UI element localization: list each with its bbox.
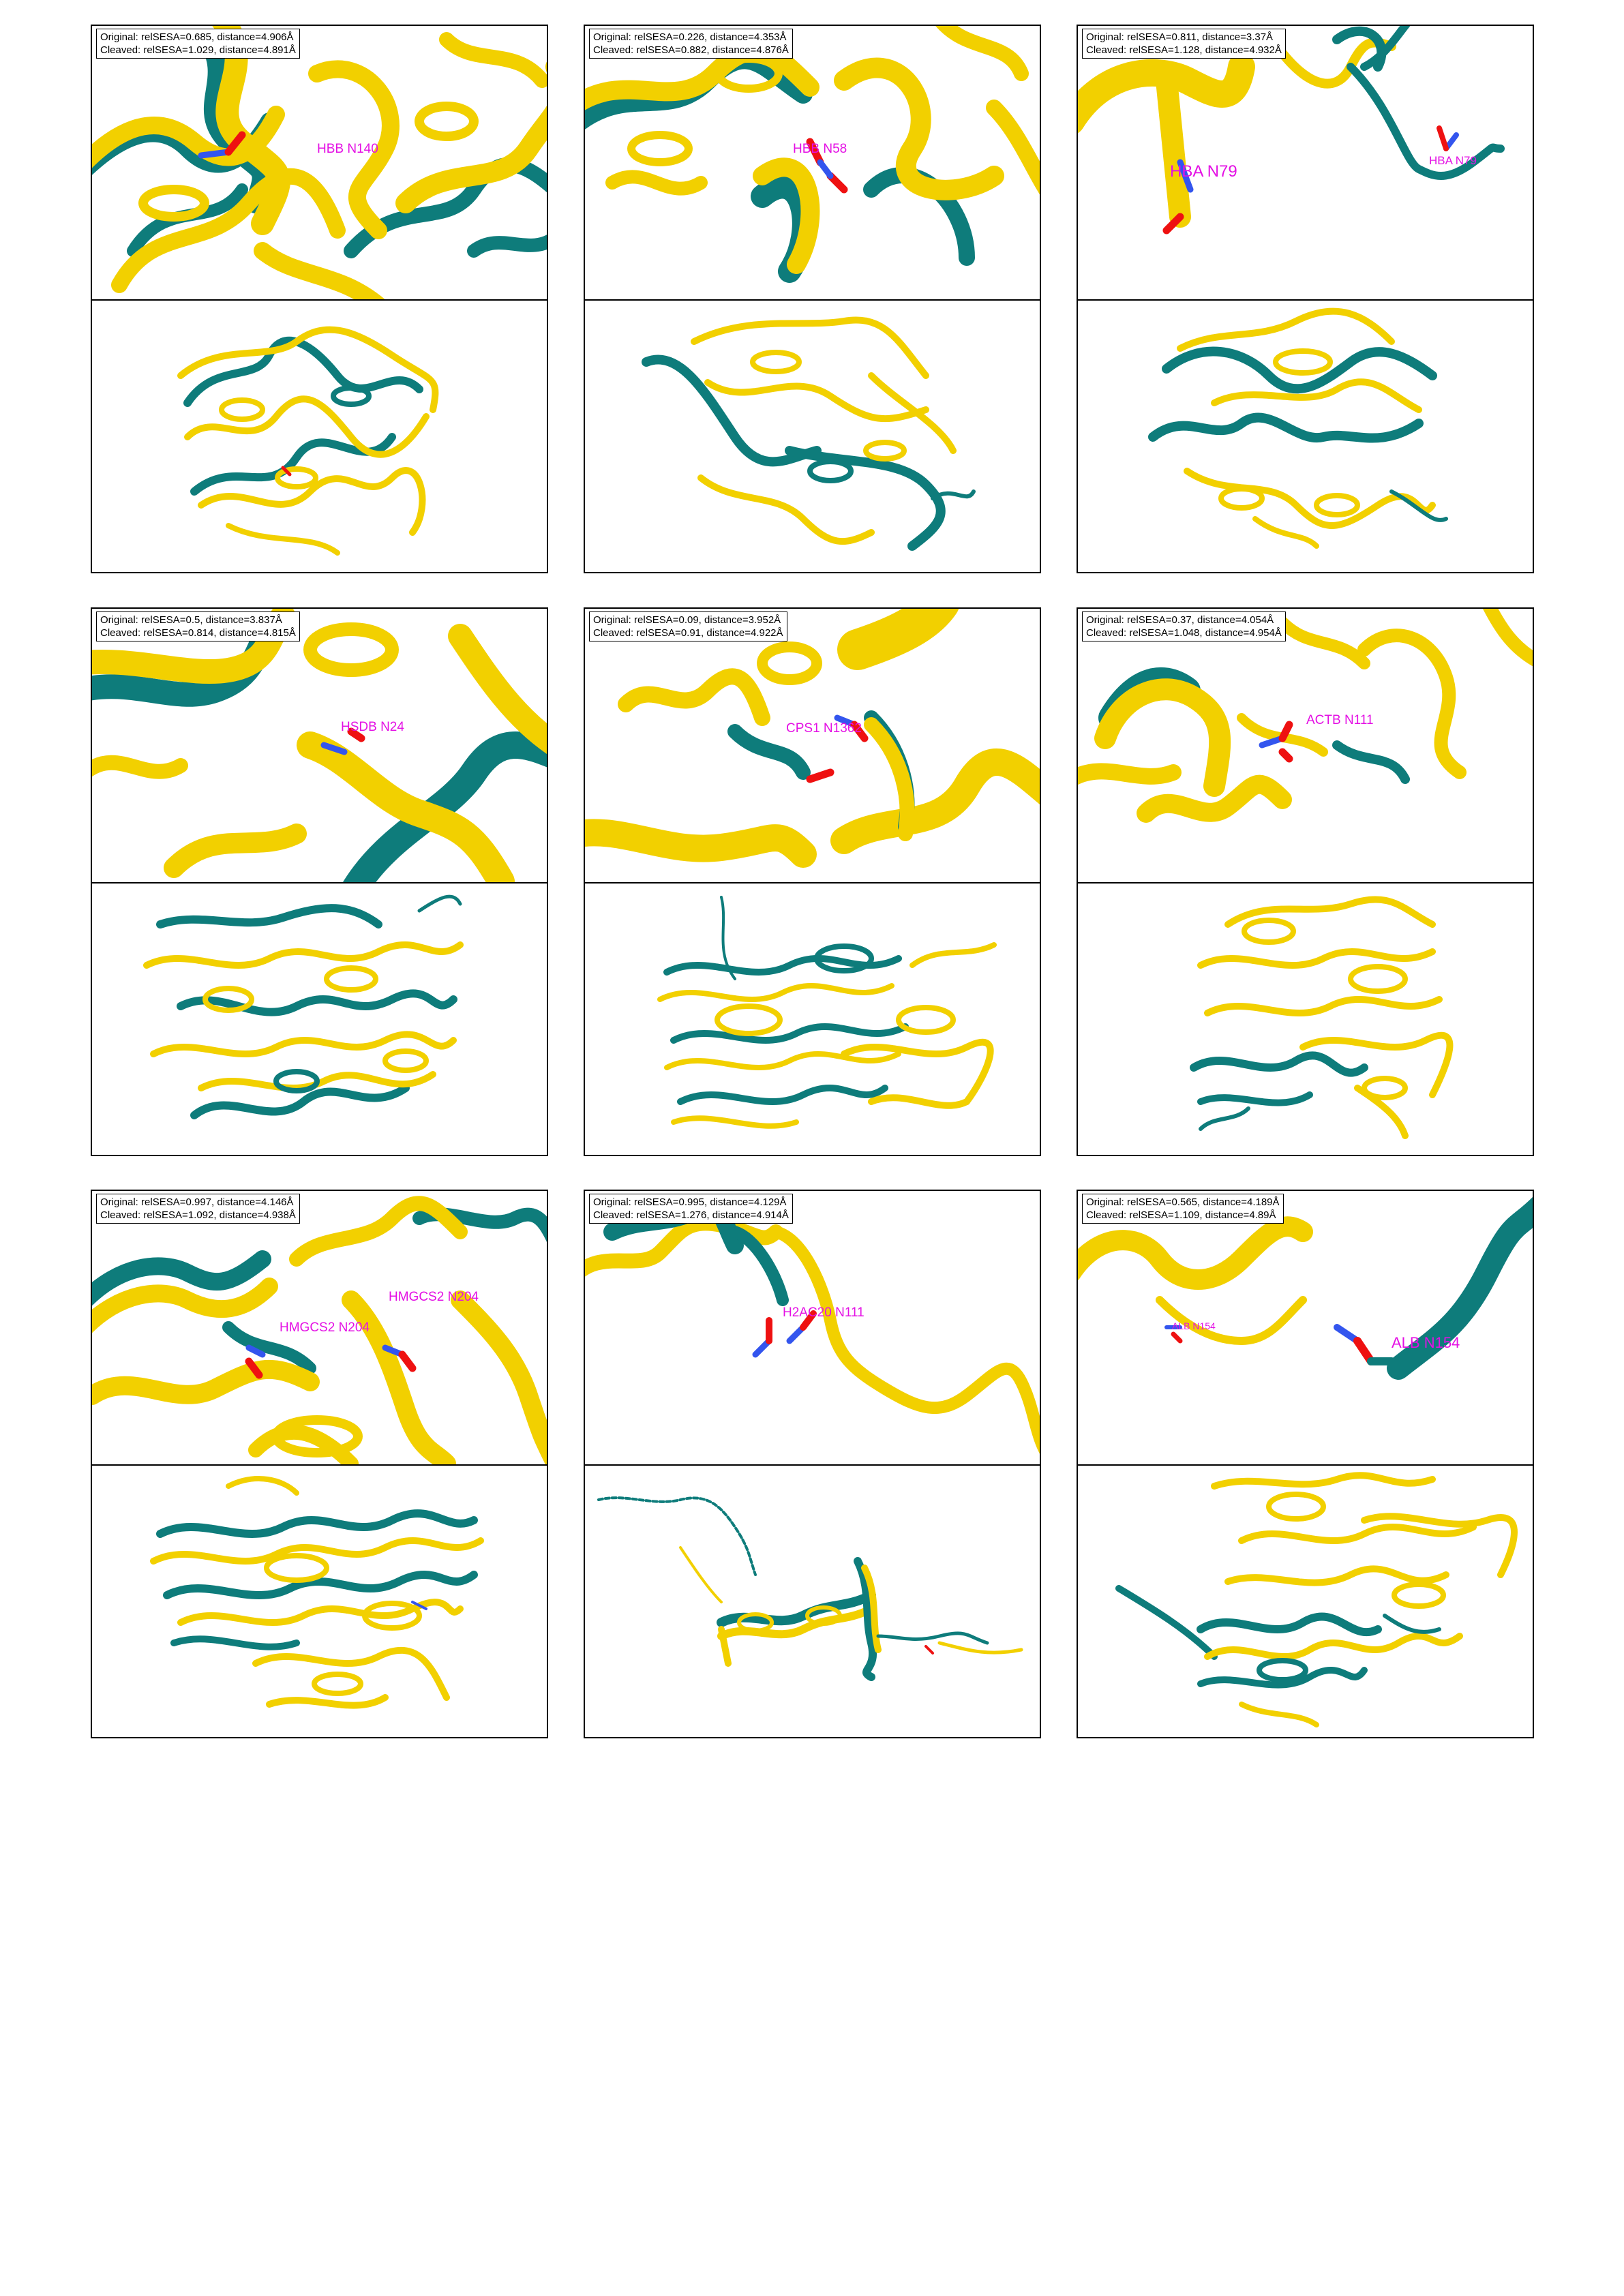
zoom-render [92, 609, 547, 882]
residue-label: HBB N58 [793, 142, 847, 156]
overview-view [92, 882, 547, 1155]
overview-view [585, 1464, 1040, 1737]
cleaved-stats: Cleaved: relSESA=1.092, distance=4.938Å [100, 1209, 296, 1221]
cleaved-stats: Cleaved: relSESA=1.276, distance=4.914Å [593, 1209, 789, 1221]
info-box: Original: relSESA=0.37, distance=4.054Å … [1082, 611, 1286, 641]
zoom-view: Original: relSESA=0.09, distance=3.952Å … [585, 609, 1040, 882]
zoom-view: Original: relSESA=0.811, distance=3.37Å … [1078, 26, 1533, 299]
original-stats: Original: relSESA=0.37, distance=4.054Å [1086, 614, 1274, 626]
overview-render [1115, 1472, 1518, 1727]
residue-label: ACTB N111 [1306, 713, 1374, 727]
overview-view [92, 1464, 547, 1737]
overview-view [1078, 299, 1533, 572]
overview-render [597, 1496, 1023, 1681]
cleaved-stats: Cleaved: relSESA=1.128, distance=4.932Å [1086, 44, 1282, 56]
overview-render [642, 316, 976, 551]
original-stats: Original: relSESA=0.995, distance=4.129Å [593, 1196, 787, 1208]
residue-label-original: HBA N79 [1429, 154, 1477, 167]
zoom-render [585, 26, 1040, 283]
residue-label-original: HMGCS2 N204 [280, 1320, 370, 1335]
zoom-render [1078, 1196, 1533, 1380]
info-box: Original: relSESA=0.995, distance=4.129Å… [589, 1194, 793, 1224]
residue-label: HSDB N24 [341, 720, 404, 734]
structure-panel-3: Original: relSESA=0.811, distance=3.37Å … [1077, 25, 1534, 573]
cleaved-stats: Cleaved: relSESA=1.029, distance=4.891Å [100, 44, 296, 56]
zoom-view: Original: relSESA=0.37, distance=4.054Å … [1078, 609, 1533, 882]
structure-panel-9: Original: relSESA=0.565, distance=4.189Å… [1077, 1190, 1534, 1738]
overview-view [585, 882, 1040, 1155]
zoom-view: Original: relSESA=0.5, distance=3.837Å C… [92, 609, 547, 882]
structure-panel-7: Original: relSESA=0.997, distance=4.146Å… [91, 1190, 548, 1738]
original-stats: Original: relSESA=0.997, distance=4.146Å [100, 1196, 294, 1208]
zoom-render [92, 1196, 547, 1464]
info-box: Original: relSESA=0.565, distance=4.189Å… [1082, 1194, 1284, 1224]
zoom-view: Original: relSESA=0.565, distance=4.189Å… [1078, 1191, 1533, 1464]
overview-render [657, 896, 997, 1129]
zoom-render [1078, 26, 1505, 235]
structure-panel-4: Original: relSESA=0.5, distance=3.837Å C… [91, 607, 548, 1156]
residue-label: H2AC20 N111 [783, 1305, 864, 1320]
overview-view [1078, 1464, 1533, 1737]
cleaved-stats: Cleaved: relSESA=1.048, distance=4.954Å [1086, 627, 1282, 639]
overview-render [177, 326, 439, 556]
overview-view [585, 299, 1040, 572]
residue-label-original: ALB N154 [1392, 1334, 1460, 1351]
overview-render [150, 1476, 484, 1709]
zoom-view: Original: relSESA=0.995, distance=4.129Å… [585, 1191, 1040, 1464]
overview-view [1078, 882, 1533, 1155]
info-box: Original: relSESA=0.685, distance=4.906Å… [96, 29, 300, 59]
zoom-render [585, 609, 1040, 868]
original-stats: Original: relSESA=0.226, distance=4.353Å [593, 31, 787, 43]
info-box: Original: relSESA=0.226, distance=4.353Å… [589, 29, 793, 59]
cleaved-stats: Cleaved: relSESA=0.882, distance=4.876Å [593, 44, 789, 56]
zoom-view: Original: relSESA=0.997, distance=4.146Å… [92, 1191, 547, 1464]
zoom-render [585, 1198, 1040, 1454]
structure-panel-5: Original: relSESA=0.09, distance=3.952Å … [584, 607, 1041, 1156]
original-stats: Original: relSESA=0.811, distance=3.37Å [1086, 31, 1274, 43]
info-box: Original: relSESA=0.09, distance=3.952Å … [589, 611, 787, 641]
residue-label-cleaved: HBA N79 [1170, 162, 1237, 181]
info-box: Original: relSESA=0.997, distance=4.146Å… [96, 1194, 300, 1224]
overview-render [143, 894, 464, 1119]
original-stats: Original: relSESA=0.5, distance=3.837Å [100, 614, 282, 626]
original-stats: Original: relSESA=0.565, distance=4.189Å [1086, 1196, 1280, 1208]
structure-panel-1: Original: relSESA=0.685, distance=4.906Å… [91, 25, 548, 573]
original-stats: Original: relSESA=0.685, distance=4.906Å [100, 31, 294, 43]
structure-panel-6: Original: relSESA=0.37, distance=4.054Å … [1077, 607, 1534, 1156]
info-box: Original: relSESA=0.811, distance=3.37Å … [1082, 29, 1286, 59]
info-box: Original: relSESA=0.5, distance=3.837Å C… [96, 611, 300, 641]
structure-panel-2: Original: relSESA=0.226, distance=4.353Å… [584, 25, 1041, 573]
zoom-render [92, 26, 547, 299]
overview-render [1190, 896, 1454, 1139]
overview-render [1148, 307, 1448, 549]
residue-label: CPS1 N1362 [786, 721, 862, 736]
overview-view [92, 299, 547, 572]
residue-label-cleaved: ALB N154 [1172, 1320, 1216, 1331]
cleaved-stats: Cleaved: relSESA=0.91, distance=4.922Å [593, 627, 783, 639]
original-stats: Original: relSESA=0.09, distance=3.952Å [593, 614, 781, 626]
residue-label-cleaved: HMGCS2 N204 [389, 1290, 479, 1304]
structure-panel-8: Original: relSESA=0.995, distance=4.129Å… [584, 1190, 1041, 1738]
cleaved-stats: Cleaved: relSESA=0.814, distance=4.815Å [100, 627, 296, 639]
zoom-view: Original: relSESA=0.685, distance=4.906Å… [92, 26, 547, 299]
zoom-view: Original: relSESA=0.226, distance=4.353Å… [585, 26, 1040, 299]
cleaved-stats: Cleaved: relSESA=1.109, distance=4.89Å [1086, 1209, 1276, 1221]
zoom-render [1078, 609, 1533, 823]
residue-label: HBB N140 [317, 142, 378, 156]
